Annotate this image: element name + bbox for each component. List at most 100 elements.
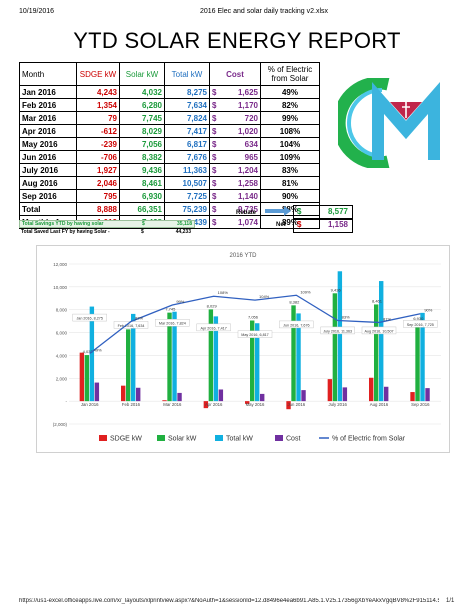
cell-total: 7,676 bbox=[164, 150, 210, 164]
cell-sdge: 8,888 bbox=[76, 202, 120, 216]
percent-data-label: 81% bbox=[383, 316, 391, 321]
savings-ytd-value: 35,118 bbox=[176, 221, 192, 227]
table-row: Mar 2016 79 7,745 7,824 $720 99% bbox=[19, 111, 320, 125]
cell-pct: 82% bbox=[260, 98, 320, 112]
col-pct: % of Electric from Solar bbox=[260, 62, 320, 86]
x-tick-label: Mar 2016 bbox=[163, 402, 182, 407]
callout-label: Feb 2016, 7,634 bbox=[118, 324, 145, 328]
table-row: July 2016 1,927 9,436 11,363 $1,204 83% bbox=[19, 163, 320, 177]
solar-bar bbox=[374, 304, 379, 402]
sdge-bar bbox=[410, 392, 415, 402]
savings-ytd: Total Savings YTD by having solar $ 35,1… bbox=[19, 220, 195, 228]
cell-cur: $ bbox=[209, 163, 222, 177]
sdge-bar bbox=[286, 401, 291, 410]
solar-data-label: 6,930 bbox=[413, 316, 424, 321]
percent-data-label: 82% bbox=[135, 315, 143, 320]
callout-box bbox=[320, 326, 355, 335]
cell-solar: 7,745 bbox=[119, 111, 165, 125]
solar-bar bbox=[332, 293, 338, 402]
cell-pct: 104% bbox=[260, 137, 320, 151]
cell-total: 7,417 bbox=[164, 124, 210, 138]
cell-pct: 49% bbox=[260, 85, 320, 99]
cell-month: Jun 2016 bbox=[19, 150, 77, 164]
cell-cur: $ bbox=[209, 202, 222, 216]
cell-total: 7,725 bbox=[164, 189, 210, 203]
cell-sdge: -612 bbox=[76, 124, 120, 138]
cell-cost: 965 bbox=[222, 150, 261, 164]
energy-table: Month SDGE kW Solar kW Total kW Cost % o… bbox=[19, 62, 320, 229]
percent-data-label: 108% bbox=[218, 290, 229, 295]
table-row: May 2016 -239 7,056 6,817 $634 104% bbox=[19, 137, 320, 151]
rebate-currency: $ bbox=[297, 207, 302, 216]
total-bar bbox=[296, 313, 301, 402]
cell-cost: 634 bbox=[222, 137, 261, 151]
table-row: Aug 2016 2,046 8,461 10,507 $1,258 81% bbox=[19, 176, 320, 190]
sdge-bar bbox=[203, 401, 209, 409]
total-bar bbox=[131, 313, 136, 402]
col-sdge: SDGE kW bbox=[76, 62, 120, 86]
percent-data-label: 104% bbox=[259, 294, 270, 299]
net-value: 1,158 bbox=[327, 220, 348, 229]
cell-sdge: -239 bbox=[76, 137, 120, 151]
cell-solar: 4,032 bbox=[119, 85, 165, 99]
percent-data-label: 49% bbox=[94, 348, 102, 353]
callout-label: Sep 2016, 7,725 bbox=[407, 323, 434, 327]
solar-data-label: 8,382 bbox=[289, 299, 300, 304]
net-value-box: $ 1,158 bbox=[293, 218, 353, 233]
col-solar: Solar kW bbox=[119, 62, 165, 86]
callout-box bbox=[155, 319, 190, 327]
cell-cur: $ bbox=[209, 85, 222, 99]
cell-total: 10,507 bbox=[164, 176, 210, 190]
ytd-chart: 2016 YTD 12,000 10,000 8,000 6,000 4,000 2,000… bbox=[36, 245, 450, 453]
solar-data-label: 9,436 bbox=[331, 287, 342, 292]
total-bar bbox=[172, 311, 177, 402]
cell-total: 11,363 bbox=[164, 163, 210, 177]
y-tick-label: 10,000 bbox=[53, 285, 67, 290]
callout-box bbox=[196, 323, 231, 332]
savings-ytd-label: Total Savings YTD by having solar bbox=[22, 221, 104, 227]
cost-bar bbox=[384, 386, 389, 402]
cell-cost: 1,140 bbox=[222, 189, 261, 203]
callout-label: May 2016, 6,817 bbox=[241, 333, 268, 337]
cell-cost: 1,258 bbox=[222, 176, 261, 190]
col-month: Month bbox=[19, 62, 77, 86]
callout-label: Aug 2016, 10,507 bbox=[364, 329, 393, 333]
cell-sdge: 79 bbox=[76, 111, 120, 125]
cell-cur: $ bbox=[209, 189, 222, 203]
cell-pct: 109% bbox=[260, 150, 320, 164]
y-tick-label: 12,000 bbox=[53, 262, 67, 267]
y-tick-label: 4,000 bbox=[56, 353, 68, 358]
solar-bar bbox=[415, 321, 420, 402]
cell-sdge: -706 bbox=[76, 150, 120, 164]
solar-data-label: 8,461 bbox=[372, 298, 383, 303]
x-tick-label: Feb 2016 bbox=[122, 402, 141, 407]
total-bar bbox=[89, 306, 95, 402]
sdge-bar bbox=[79, 352, 85, 402]
cell-total: 7,634 bbox=[164, 98, 210, 112]
cell-cur: $ bbox=[209, 176, 222, 190]
cost-bar bbox=[218, 389, 224, 402]
sdge-bar bbox=[121, 385, 126, 402]
cell-sdge: 1,354 bbox=[76, 98, 120, 112]
cell-total: 6,817 bbox=[164, 137, 210, 151]
solar-bar bbox=[250, 320, 255, 402]
header-filename: 2016 Elec and solar daily tracking v2.xl… bbox=[200, 8, 329, 15]
solar-data-label: 7,745 bbox=[165, 307, 176, 312]
cost-bar bbox=[177, 392, 182, 402]
table-row: Jan 2016 4,243 4,032 8,275 $1,625 49% bbox=[19, 85, 320, 99]
table-row: Jun 2016 -706 8,382 7,676 $965 109% bbox=[19, 150, 320, 164]
callout-label: Mar 2016, 7,824 bbox=[159, 322, 186, 326]
sdge-bar bbox=[245, 401, 250, 404]
footer-url: https://us1-excel.officeapps.live.com/x/… bbox=[19, 598, 439, 604]
percent-data-label: 99% bbox=[176, 299, 184, 304]
legend-label: Cost bbox=[286, 436, 300, 443]
cost-bar bbox=[425, 388, 430, 402]
footer-page: 1/1 bbox=[446, 598, 455, 604]
cell-cost: 1,625 bbox=[222, 85, 261, 99]
cell-solar: 6,280 bbox=[119, 98, 165, 112]
x-tick-label: Jan 2016 bbox=[81, 402, 99, 407]
cell-sdge: 4,243 bbox=[76, 85, 120, 99]
legend-label: SDGE kW bbox=[110, 436, 142, 443]
legend-swatch bbox=[275, 435, 283, 441]
arrow-right-icon bbox=[265, 206, 291, 216]
